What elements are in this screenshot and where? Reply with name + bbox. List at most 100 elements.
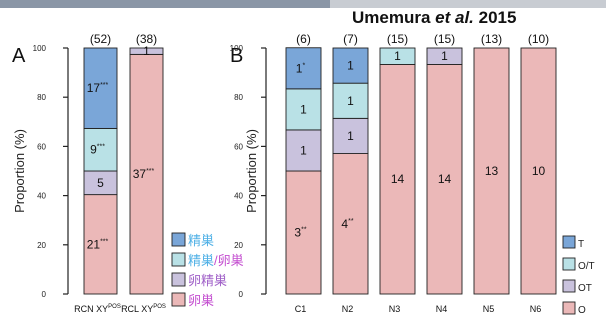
y-tick-label: 20 (234, 241, 243, 250)
x-category-text: N6 (530, 304, 542, 314)
x-category-label: N5 (483, 304, 495, 314)
n-label: (15) (434, 32, 455, 46)
x-category-text: N5 (483, 304, 495, 314)
data-label-value: 13 (485, 164, 499, 178)
legend: T O/T OT O (562, 235, 595, 316)
credit-year: 2015 (478, 8, 517, 27)
bar-segment-ovary (129, 53, 164, 295)
data-label-value: 1 (347, 129, 354, 143)
data-label-value: 1 (296, 61, 303, 75)
data-label-value: 9 (90, 143, 97, 157)
legend-label: 卵精巣 (188, 273, 227, 288)
legend-swatch-ovotestis_b (171, 272, 186, 287)
x-category-label: N2 (342, 304, 354, 314)
n-label: (13) (481, 32, 502, 46)
bar-segment-ovary (332, 153, 369, 295)
data-label-value: 1 (347, 59, 354, 73)
bar-segment-ovotestis (285, 88, 322, 131)
bar-segment-ovary (426, 64, 463, 295)
data-label: 10 (532, 164, 546, 178)
data-label-value: 1 (441, 49, 448, 63)
credit-etal: et al. (435, 8, 474, 27)
data-label: 14 (438, 172, 452, 186)
data-label: 1 (441, 49, 448, 63)
data-label: 1 (143, 44, 150, 58)
significance-mark: ** (348, 218, 354, 225)
data-label: 21*** (87, 237, 109, 251)
x-category-text: RCL XY (121, 304, 153, 314)
panel-letter: A (12, 45, 26, 67)
data-label-value: 17 (87, 81, 101, 95)
bar-segment-ovotestis_b (426, 47, 463, 65)
data-label-value: 10 (532, 164, 546, 178)
bar-segment-ovotestis_b (129, 47, 164, 55)
data-label: 1 (347, 129, 354, 143)
significance-mark: *** (100, 82, 108, 89)
legend-label-part: 卵巣 (188, 293, 214, 308)
header-strip-left (0, 0, 330, 8)
x-category-label: RCL XYPOS (121, 304, 166, 314)
y-axis-label: Proportion (%) (12, 129, 27, 213)
bar-segment-ovary (520, 47, 557, 295)
n-label: (52) (90, 32, 111, 46)
legend-swatch-ovotestis_b (562, 279, 576, 293)
n-label: (10) (528, 32, 549, 46)
x-category-text: RCN XY (74, 304, 108, 314)
x-category-label: C1 (295, 304, 307, 314)
figure-credit: Umemura et al. 2015 (352, 8, 516, 28)
x-category-superscript: POS (108, 304, 121, 310)
data-label: 5 (97, 176, 104, 190)
data-label: 9*** (90, 143, 105, 157)
data-label-value: 5 (97, 176, 104, 190)
bar-segment-ovary (379, 64, 416, 295)
header-strip-right (330, 0, 606, 8)
y-tick-label: 20 (37, 241, 46, 250)
legend-label: 卵巣 (188, 293, 214, 308)
bar-segment-ovotestis (83, 127, 118, 172)
significance-mark: * (302, 62, 305, 69)
data-label-value: 1 (300, 102, 307, 116)
n-label: (15) (387, 32, 408, 46)
y-tick-label: 40 (37, 192, 46, 201)
legend-label-part: 精巣 (188, 233, 214, 248)
x-category-label: RCN XYPOS (74, 304, 121, 314)
bar-segment-ovotestis_b (285, 129, 322, 172)
n-label: (6) (296, 32, 311, 46)
legend-label: 精巣 (188, 233, 214, 248)
x-category-label: N3 (389, 304, 401, 314)
data-label-value: 37 (133, 167, 147, 181)
y-tick-label: 60 (234, 142, 243, 151)
legend-label-part: / (214, 253, 218, 268)
data-label-value: 14 (438, 172, 452, 186)
data-label: 37*** (133, 167, 155, 181)
legend-label-part: 卵精巣 (188, 273, 227, 288)
data-label: 1 (300, 102, 307, 116)
data-label: 3** (294, 226, 306, 240)
significance-mark: *** (146, 168, 154, 175)
data-label: 17*** (87, 81, 109, 95)
y-tick-label: 0 (239, 290, 244, 299)
header-strip (0, 0, 606, 8)
y-tick-label: 100 (33, 44, 47, 53)
legend-label: O/T (578, 261, 595, 272)
legend-swatch-ovary (171, 292, 186, 307)
data-label: 1 (394, 49, 401, 63)
x-category-text: N4 (436, 304, 448, 314)
panel-letter: B (230, 45, 243, 67)
n-label: (38) (136, 32, 157, 46)
bar-segment-testis (83, 47, 118, 129)
bar-segment-ovotestis (332, 82, 369, 119)
x-category-text: C1 (295, 304, 307, 314)
legend-label-part: O (578, 305, 586, 316)
legend-swatch-ovotestis (562, 257, 576, 271)
x-category-superscript: POS (153, 304, 166, 310)
data-label-value: 1 (300, 143, 307, 157)
bar-segment-ovary (285, 170, 322, 295)
data-label-value: 21 (87, 237, 101, 251)
x-category-label: N6 (530, 304, 542, 314)
bar-segment-testis (285, 47, 322, 90)
data-label: 1 (347, 59, 354, 73)
